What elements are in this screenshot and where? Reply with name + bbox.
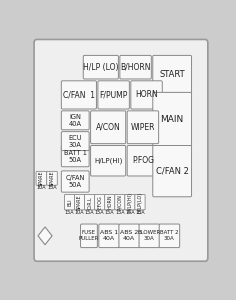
Text: HORN: HORN: [107, 195, 112, 209]
Text: IGN
40A: IGN 40A: [69, 114, 82, 127]
FancyBboxPatch shape: [127, 111, 159, 144]
Text: 15A: 15A: [95, 211, 105, 215]
Text: 15A: 15A: [115, 211, 125, 215]
Text: 15A: 15A: [135, 211, 145, 215]
FancyBboxPatch shape: [120, 56, 151, 79]
Text: SPARE: SPARE: [39, 170, 44, 186]
Text: H/LP (LO): H/LP (LO): [83, 63, 118, 72]
Text: C/FAN
50A: C/FAN 50A: [66, 175, 85, 188]
Text: MAIN: MAIN: [160, 115, 184, 124]
Text: F/PUMP: F/PUMP: [99, 90, 128, 99]
FancyBboxPatch shape: [61, 81, 97, 109]
FancyBboxPatch shape: [34, 40, 208, 261]
Text: BATT 2
30A: BATT 2 30A: [160, 230, 179, 241]
FancyBboxPatch shape: [84, 194, 95, 210]
Text: ECU
30A: ECU 30A: [68, 135, 82, 148]
Text: BLI: BLI: [67, 198, 72, 206]
Text: 15A: 15A: [105, 211, 115, 215]
Text: START: START: [159, 70, 185, 79]
Text: 10A: 10A: [37, 185, 46, 190]
Text: WIPER: WIPER: [131, 123, 155, 132]
Text: H/LP(HI): H/LP(HI): [127, 192, 132, 212]
FancyBboxPatch shape: [153, 56, 192, 93]
Text: H/LP(LO): H/LP(LO): [138, 192, 143, 213]
FancyBboxPatch shape: [61, 132, 89, 151]
FancyBboxPatch shape: [127, 146, 159, 176]
Text: 15A: 15A: [85, 211, 94, 215]
FancyBboxPatch shape: [105, 194, 115, 210]
FancyBboxPatch shape: [61, 171, 89, 192]
FancyBboxPatch shape: [91, 111, 126, 144]
Text: F.FOG: F.FOG: [97, 195, 102, 209]
FancyBboxPatch shape: [159, 224, 180, 247]
FancyBboxPatch shape: [153, 92, 192, 146]
FancyBboxPatch shape: [125, 194, 135, 210]
Text: ABS 1
40A: ABS 1 40A: [100, 230, 118, 241]
FancyBboxPatch shape: [83, 56, 118, 79]
Text: FUSE
PULLER: FUSE PULLER: [79, 230, 99, 241]
FancyBboxPatch shape: [135, 194, 145, 210]
Text: ABS 2
40A: ABS 2 40A: [120, 230, 138, 241]
Text: A/CON: A/CON: [96, 123, 121, 132]
Text: P.FOG: P.FOG: [132, 156, 154, 165]
FancyBboxPatch shape: [80, 224, 97, 247]
Text: 15A: 15A: [65, 211, 74, 215]
FancyBboxPatch shape: [131, 81, 162, 109]
FancyBboxPatch shape: [115, 194, 125, 210]
Text: A/CON: A/CON: [117, 194, 122, 210]
FancyBboxPatch shape: [139, 224, 160, 247]
FancyBboxPatch shape: [98, 81, 129, 109]
Text: 15A: 15A: [125, 211, 135, 215]
FancyBboxPatch shape: [153, 146, 192, 197]
FancyBboxPatch shape: [119, 224, 139, 247]
FancyBboxPatch shape: [36, 171, 47, 185]
FancyBboxPatch shape: [91, 146, 126, 176]
Text: D.R.L: D.R.L: [87, 196, 92, 208]
FancyBboxPatch shape: [61, 111, 89, 130]
Text: HORN: HORN: [135, 90, 158, 99]
FancyBboxPatch shape: [61, 146, 89, 167]
FancyBboxPatch shape: [99, 224, 119, 247]
Text: 15A: 15A: [47, 185, 57, 190]
FancyBboxPatch shape: [95, 194, 105, 210]
Text: B/HORN: B/HORN: [120, 63, 151, 72]
Text: BLOWER
30A: BLOWER 30A: [138, 230, 161, 241]
FancyBboxPatch shape: [75, 194, 85, 210]
Text: SPARE: SPARE: [50, 170, 55, 186]
FancyBboxPatch shape: [64, 194, 75, 210]
Text: SPARE: SPARE: [77, 194, 82, 210]
FancyBboxPatch shape: [47, 171, 57, 185]
Text: 10A: 10A: [75, 211, 84, 215]
Text: BATT 1
50A: BATT 1 50A: [64, 150, 87, 163]
Text: C/FAN 2: C/FAN 2: [156, 167, 189, 176]
Polygon shape: [38, 227, 52, 245]
Text: C/FAN  1: C/FAN 1: [63, 90, 95, 99]
Text: H/LP(HI): H/LP(HI): [94, 158, 122, 164]
